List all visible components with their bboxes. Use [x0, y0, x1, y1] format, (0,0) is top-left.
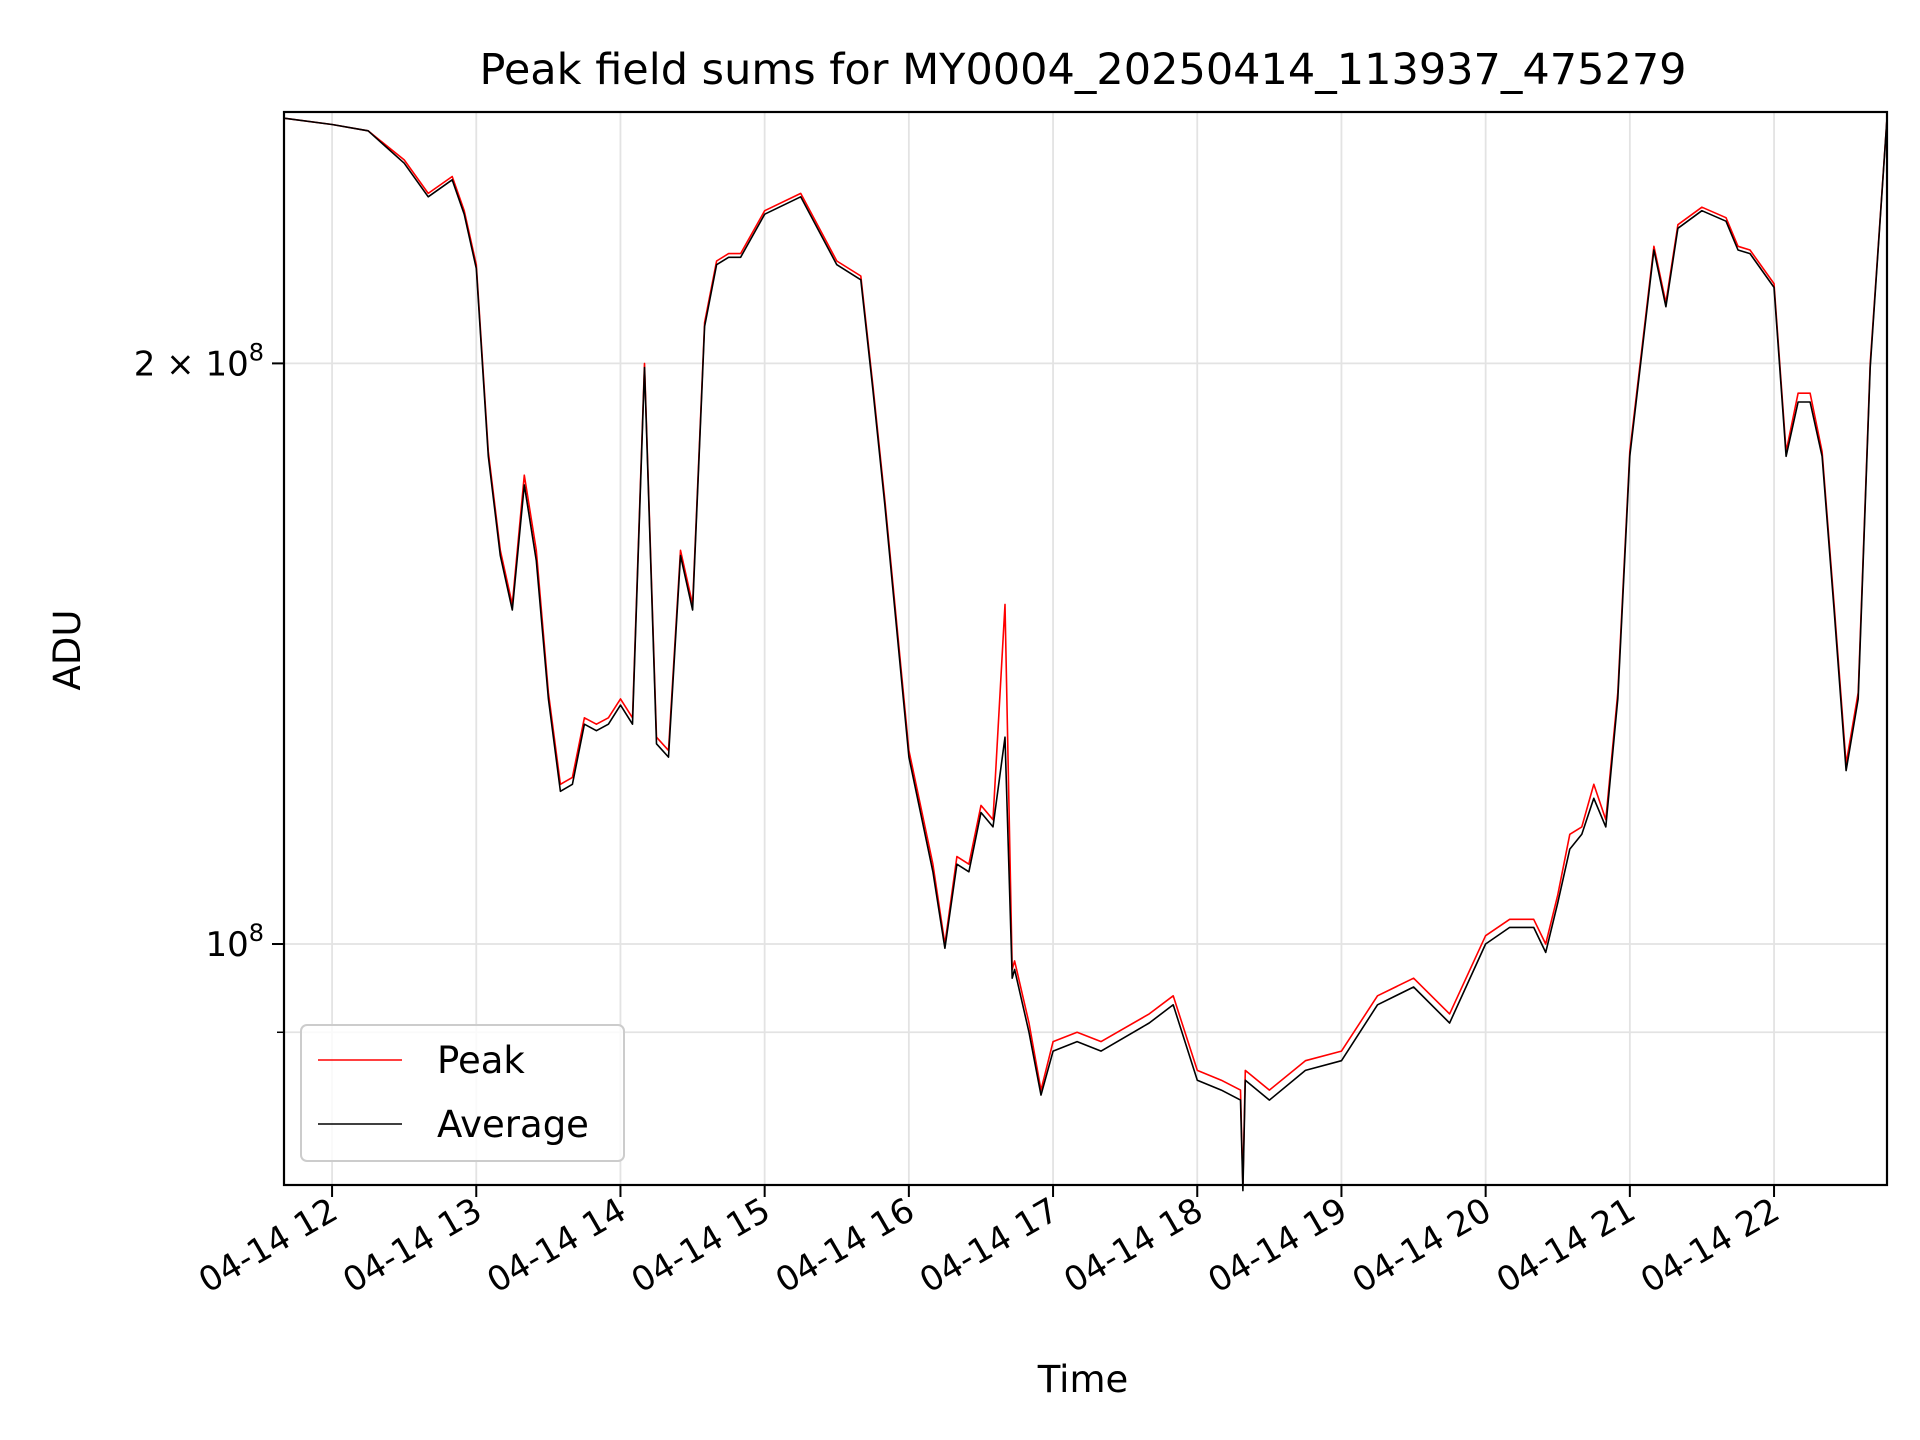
legend-box — [300, 1024, 625, 1162]
legend-label-peak: Peak — [437, 1039, 525, 1082]
chart-title: Peak field sums for MY0004_20250414_1139… — [479, 45, 1686, 95]
series-line-average — [283, 117, 1888, 1192]
legend: Peak Average — [300, 1024, 625, 1162]
legend-label-average: Average — [437, 1103, 589, 1146]
y-tick-label: 2 × 108 — [134, 338, 264, 384]
y-axis-label: ADU — [46, 610, 89, 691]
grid-lines — [284, 112, 1887, 1185]
plot-frame — [282, 110, 1889, 1187]
y-tick-label: 108 — [205, 919, 264, 965]
series-layer — [283, 117, 1888, 1192]
y-axis-ticks: 108 2 × 108 — [134, 338, 284, 1034]
series-line-peak — [283, 117, 1888, 1186]
x-axis-label: Time — [1037, 1358, 1129, 1401]
